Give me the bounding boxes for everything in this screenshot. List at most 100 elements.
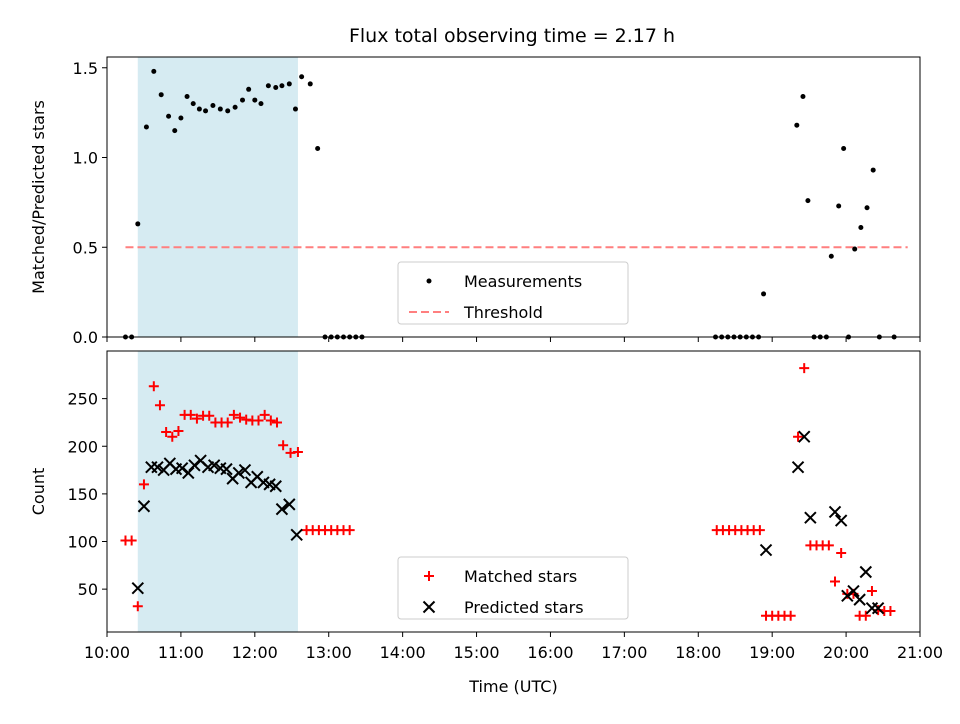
x-tick-label: 14:00 <box>380 643 426 662</box>
legend-plus-marker <box>424 571 434 581</box>
matched-stars-point <box>866 586 877 597</box>
legend-x-marker <box>422 600 436 614</box>
measurement-point <box>196 106 202 112</box>
matched-stars-point <box>885 606 896 617</box>
x-tick-label: 15:00 <box>453 643 499 662</box>
matched-stars-point <box>271 417 282 428</box>
measurement-point <box>240 97 245 103</box>
predicted-stars-point <box>207 459 221 472</box>
matched-stars-point <box>836 547 847 558</box>
x-tick-label: 20:00 <box>823 643 869 662</box>
y-tick-label: 100 <box>67 533 98 552</box>
matched-stars-point <box>235 412 246 423</box>
matched-stars-point <box>222 417 233 428</box>
measurement-point <box>190 101 196 107</box>
measurement-point <box>143 124 149 130</box>
matched-stars-point <box>344 525 355 536</box>
measurement-point <box>828 253 834 259</box>
bottom-panel: 50 100 150 200 250 10:00 11:00 12:00 13:00 14:00 1… <box>29 350 943 696</box>
predicted-stars-point <box>269 480 282 493</box>
y-tick-label: 50 <box>78 580 98 599</box>
measurement-point <box>172 128 178 134</box>
y-tick-label: 150 <box>67 485 98 504</box>
predicted-stars-point <box>834 514 848 527</box>
measurement-point <box>841 146 847 152</box>
plot-frame <box>106 56 921 338</box>
measurement-point <box>158 92 164 98</box>
y-axis-label: Count <box>29 468 48 516</box>
figure-title: Flux total observing time = 2.17 h <box>349 25 675 47</box>
measurement-point <box>794 122 800 128</box>
predicted-stars-point <box>290 528 303 542</box>
predicted-stars-point <box>182 466 195 480</box>
matched-stars-point <box>278 440 289 451</box>
y-tick-label: 250 <box>67 390 98 409</box>
matched-stars-point <box>754 525 765 536</box>
x-tick-label: 11:00 <box>158 643 204 662</box>
measurement-point <box>864 205 870 211</box>
legend-box <box>397 261 629 325</box>
measurement-point <box>246 86 252 92</box>
matched-stars-point <box>204 410 215 421</box>
predicted-stars-point <box>131 581 145 595</box>
matched-stars-point <box>292 446 303 457</box>
measurement-point <box>307 81 313 87</box>
legend-label: Measurements <box>464 272 582 291</box>
measurement-point <box>258 101 264 107</box>
predicted-stars-point <box>220 462 233 476</box>
legend-label: Matched stars <box>464 567 577 586</box>
x-tick-label: 18:00 <box>675 643 721 662</box>
predicted-stars-point <box>275 502 289 516</box>
matched-stars-point <box>138 479 149 490</box>
measurement-point <box>252 97 258 103</box>
predicted-stars-point <box>791 461 805 474</box>
observing-interval-shade <box>137 351 298 632</box>
x-tick-label: 21:00 <box>897 643 943 662</box>
matched-stars-point <box>185 409 196 420</box>
y-tick-label: 1.5 <box>73 59 98 78</box>
legend-label: Threshold <box>463 303 543 322</box>
matched-stars-point <box>167 431 178 442</box>
matched-stars-point <box>265 415 276 426</box>
x-tick-label: 13:00 <box>306 643 352 662</box>
predicted-stars-point <box>798 430 811 443</box>
measurement-point <box>166 113 172 119</box>
predicted-stars-point <box>137 500 151 513</box>
measurement-point <box>292 106 298 112</box>
measurement-point <box>232 104 238 110</box>
x-tick-label: 16:00 <box>527 643 573 662</box>
matched-stars-point <box>126 535 137 546</box>
matched-stars-point <box>228 409 239 420</box>
measurement-point <box>299 74 305 80</box>
predicted-stars-point <box>283 498 296 511</box>
measurement-point <box>761 291 767 297</box>
legend-measurement-marker <box>426 278 432 284</box>
measurement-point <box>286 81 292 87</box>
measurement-point <box>858 225 864 231</box>
measurement-point <box>805 198 811 204</box>
predicted-stars-point <box>804 511 817 524</box>
matched-stars-point <box>132 601 143 612</box>
measurement-point <box>279 83 285 89</box>
y-tick-label: 1.0 <box>73 149 98 168</box>
x-tick-label: 10:00 <box>84 643 130 662</box>
measurement-point <box>151 68 157 74</box>
measurement-point <box>203 108 209 114</box>
measurement-point <box>135 221 141 227</box>
measurement-point <box>852 246 858 252</box>
predicted-stars-point <box>847 584 860 598</box>
plot-frame <box>106 350 921 633</box>
measurement-point <box>870 167 876 173</box>
predicted-stars-point <box>232 466 246 480</box>
measurement-point <box>265 83 271 89</box>
y-tick-label: 0.5 <box>73 238 98 257</box>
measurement-point <box>800 93 806 99</box>
matched-stars-point <box>830 576 841 587</box>
measurement-point <box>836 203 842 209</box>
matched-stars-point <box>793 431 804 442</box>
x-tick-label: 19:00 <box>749 643 795 662</box>
matched-stars-point <box>799 363 810 374</box>
matched-stars-point <box>161 426 172 437</box>
x-tick-label: 12:00 <box>232 643 278 662</box>
